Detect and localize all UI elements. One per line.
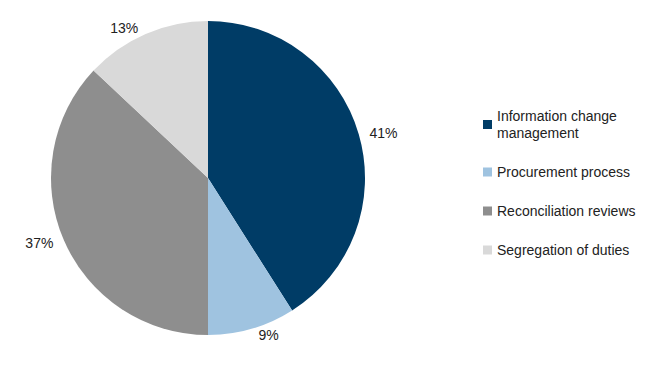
svg-text:Segregation of duties: Segregation of duties [497,242,629,258]
svg-text:9%: 9% [258,327,278,343]
svg-text:Procurement process: Procurement process [497,164,630,180]
svg-text:13%: 13% [110,20,138,36]
svg-text:Information change: Information change [497,108,621,124]
svg-text:41%: 41% [370,125,398,141]
svg-text:Reconciliation reviews: Reconciliation reviews [497,203,636,219]
svg-text:37%: 37% [25,235,53,251]
svg-text:management: management [497,125,579,141]
